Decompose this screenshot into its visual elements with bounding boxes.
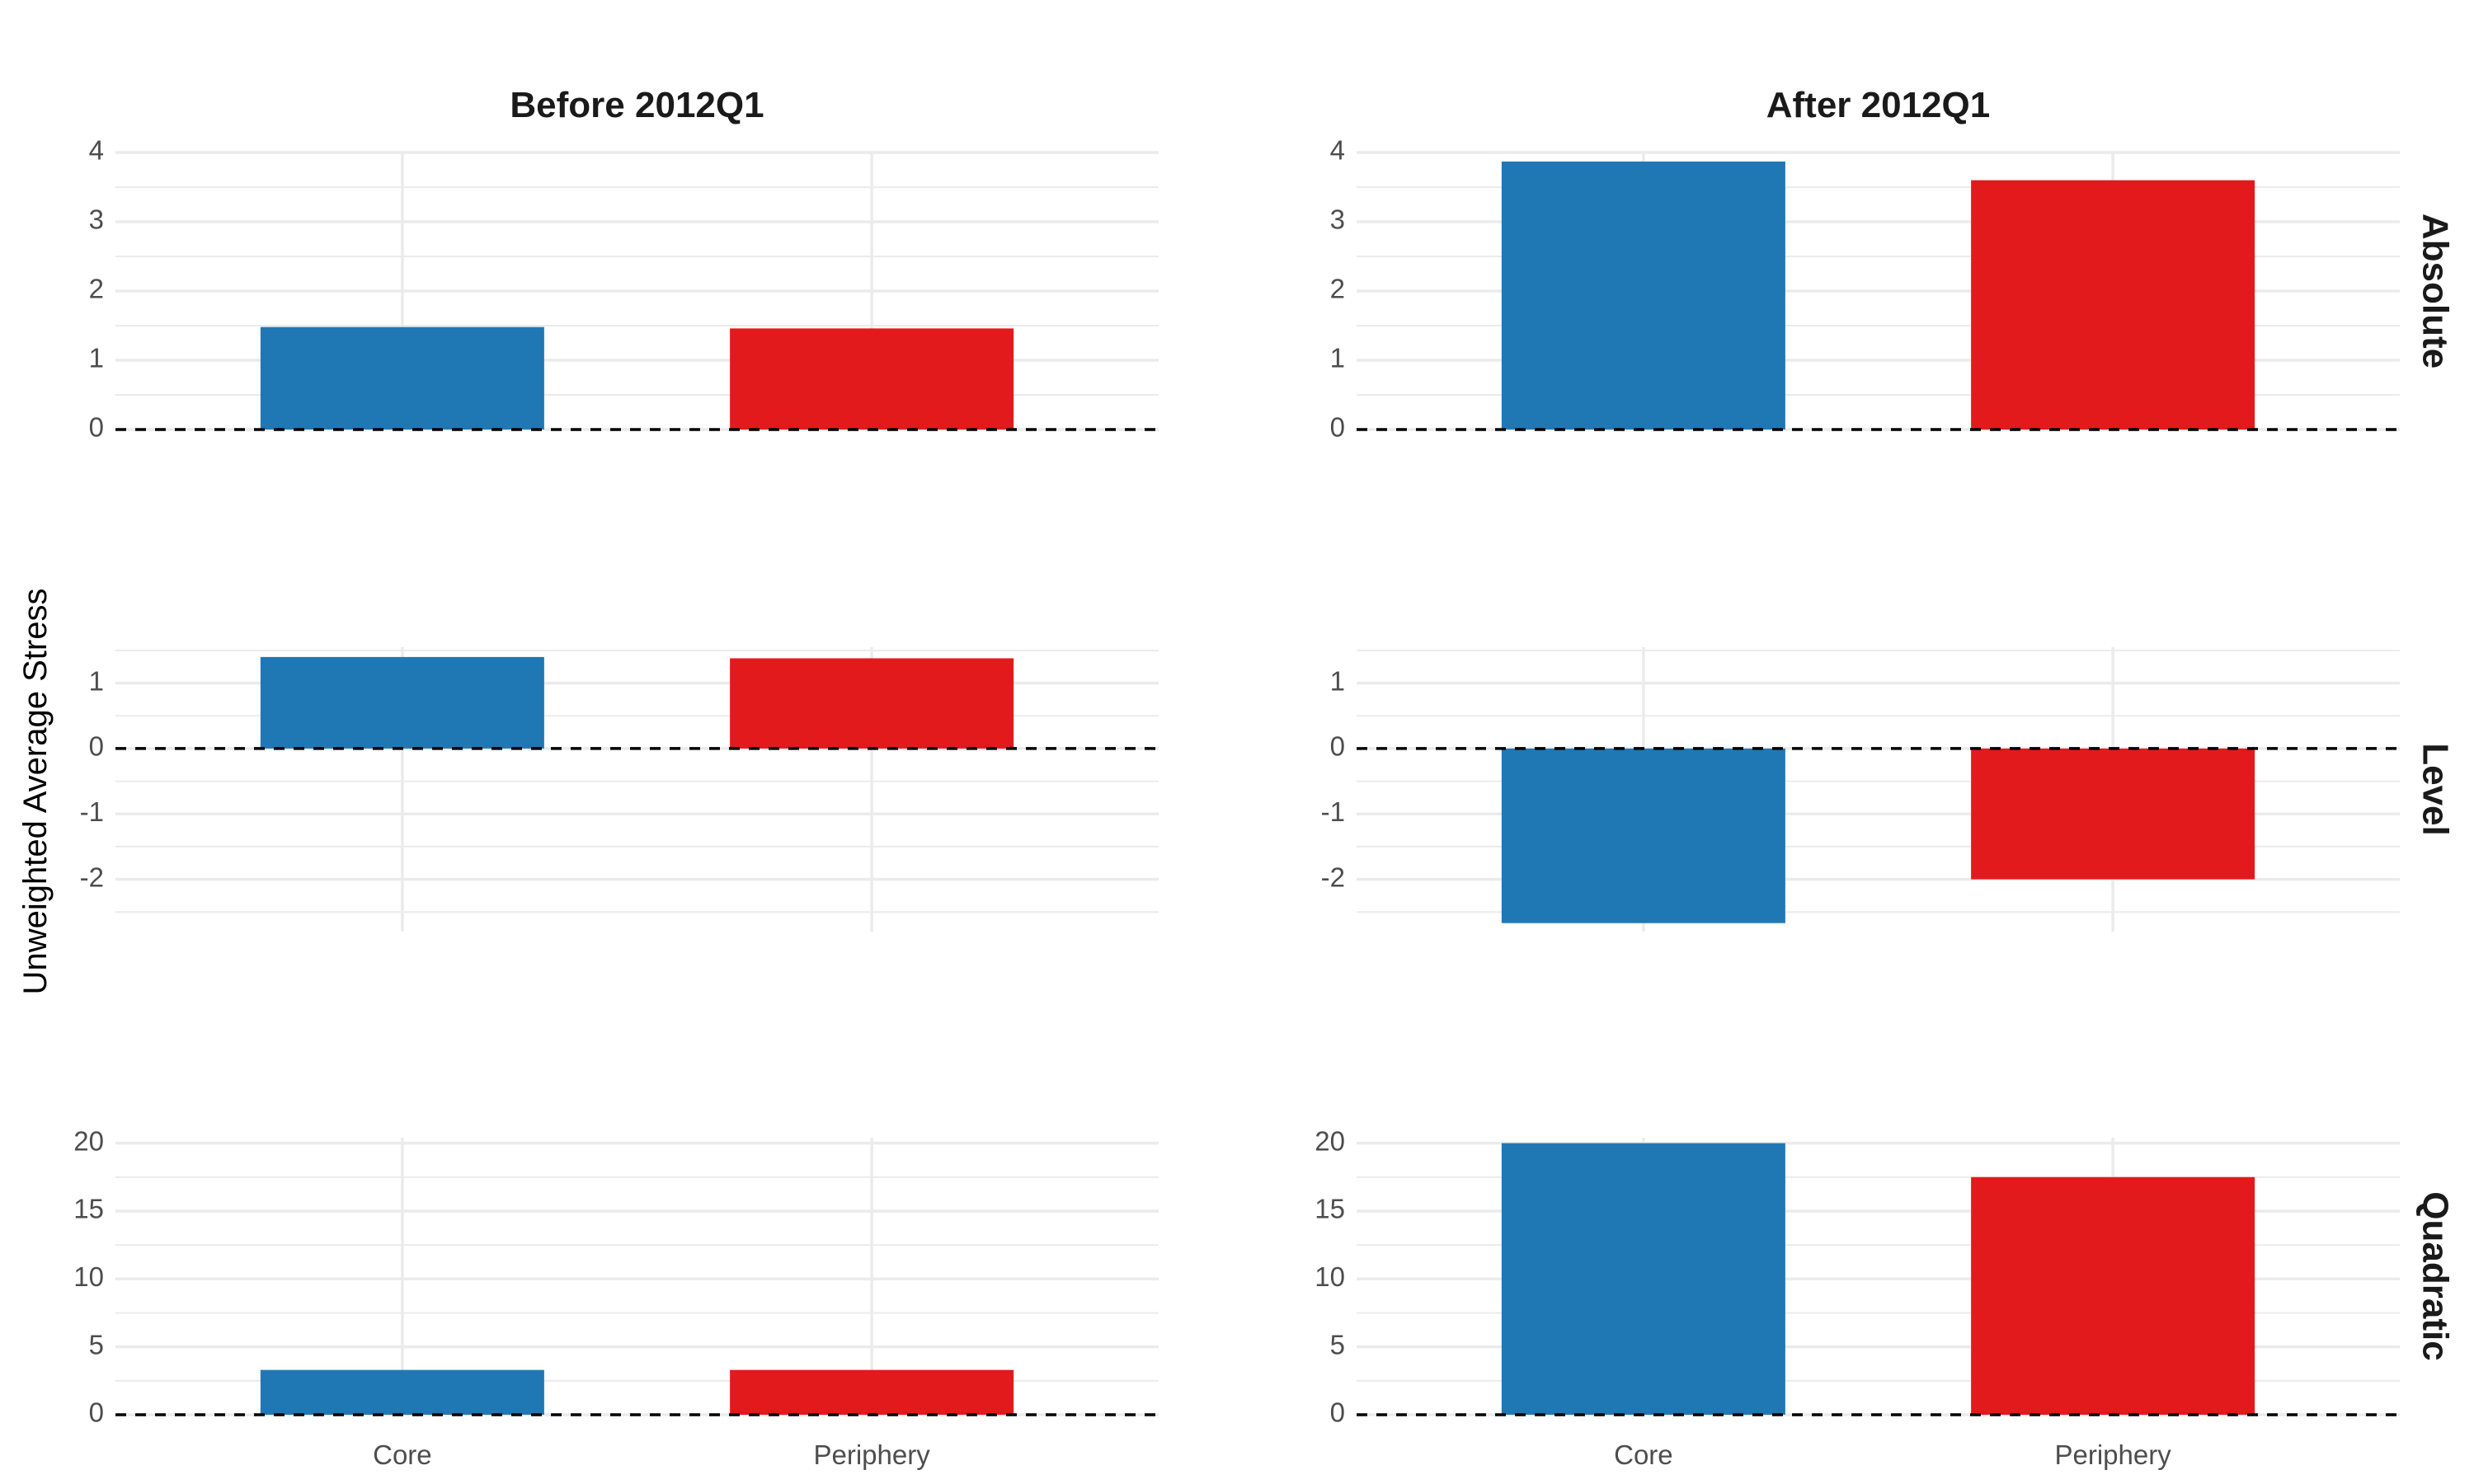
panel: -2 -1 0 1	[80, 647, 1159, 932]
x-tick-label: Core	[1614, 1439, 1673, 1470]
bar-core	[1501, 161, 1785, 430]
y-tick-label: -1	[1321, 796, 1345, 827]
facet-row-label: Quadratic	[2415, 1191, 2455, 1360]
panel: 0 1 2 3 4	[1330, 135, 2400, 443]
bar-core	[260, 656, 544, 749]
y-tick-label: -2	[80, 862, 104, 892]
bar-periphery	[730, 328, 1014, 430]
y-tick-label: 0	[89, 412, 104, 443]
bar-core	[1501, 748, 1785, 923]
facet-row-label: Level	[2415, 743, 2455, 836]
bar-periphery	[730, 1369, 1014, 1415]
facet-grid: Before 2012Q1 After 2012Q1 Absolute Level Qu…	[73, 85, 2455, 1470]
y-tick-label: 20	[73, 1125, 104, 1156]
y-tick-label: 15	[1315, 1194, 1345, 1224]
facet-column-label: After 2012Q1	[1766, 85, 1990, 125]
panel: -2 -1 0 1	[1321, 647, 2400, 932]
y-tick-label: 2	[1330, 274, 1345, 304]
y-tick-label: 3	[89, 204, 104, 235]
y-tick-label: 0	[1330, 412, 1345, 443]
facet-row-label: Absolute	[2415, 214, 2455, 369]
x-tick-label: Core	[373, 1439, 432, 1470]
bar-periphery	[1971, 748, 2255, 880]
y-tick-label: 0	[89, 731, 104, 762]
y-tick-label: 0	[1330, 731, 1345, 762]
y-tick-label: 2	[89, 274, 104, 304]
bar-periphery	[730, 658, 1014, 749]
panel: 0 1 2 3 4	[89, 135, 1159, 443]
y-tick-label: 4	[1330, 135, 1345, 166]
y-tick-label: 5	[1330, 1329, 1345, 1360]
y-tick-label: -1	[80, 796, 104, 827]
y-axis-label: Unweighted Average Stress	[17, 589, 54, 995]
bar-core	[260, 1369, 544, 1415]
y-tick-label: -2	[1321, 862, 1345, 892]
y-tick-label: 0	[89, 1397, 104, 1428]
bar-core	[260, 326, 544, 430]
y-tick-label: 10	[1315, 1261, 1345, 1292]
y-tick-label: 1	[1330, 665, 1345, 696]
facet-column-label: Before 2012Q1	[510, 85, 764, 125]
x-tick-label: Periphery	[2055, 1439, 2172, 1470]
y-tick-label: 1	[89, 665, 104, 696]
y-tick-label: 1	[89, 343, 104, 373]
y-tick-label: 20	[1315, 1125, 1345, 1156]
y-tick-label: 10	[73, 1261, 104, 1292]
bar-periphery	[1971, 180, 2255, 430]
y-tick-label: 0	[1330, 1397, 1345, 1428]
y-tick-label: 3	[1330, 204, 1345, 235]
bar-core	[1501, 1143, 1785, 1415]
y-tick-label: 15	[73, 1194, 104, 1224]
bar-periphery	[1971, 1176, 2255, 1415]
y-tick-label: 4	[89, 135, 104, 166]
x-tick-label: Periphery	[814, 1439, 931, 1470]
panel: 0 5 10 15 20 Core Periphery	[73, 1125, 1159, 1470]
panel: 0 5 10 15 20 Core Periphery	[1315, 1125, 2400, 1470]
y-tick-label: 1	[1330, 343, 1345, 373]
y-tick-label: 5	[89, 1329, 104, 1360]
